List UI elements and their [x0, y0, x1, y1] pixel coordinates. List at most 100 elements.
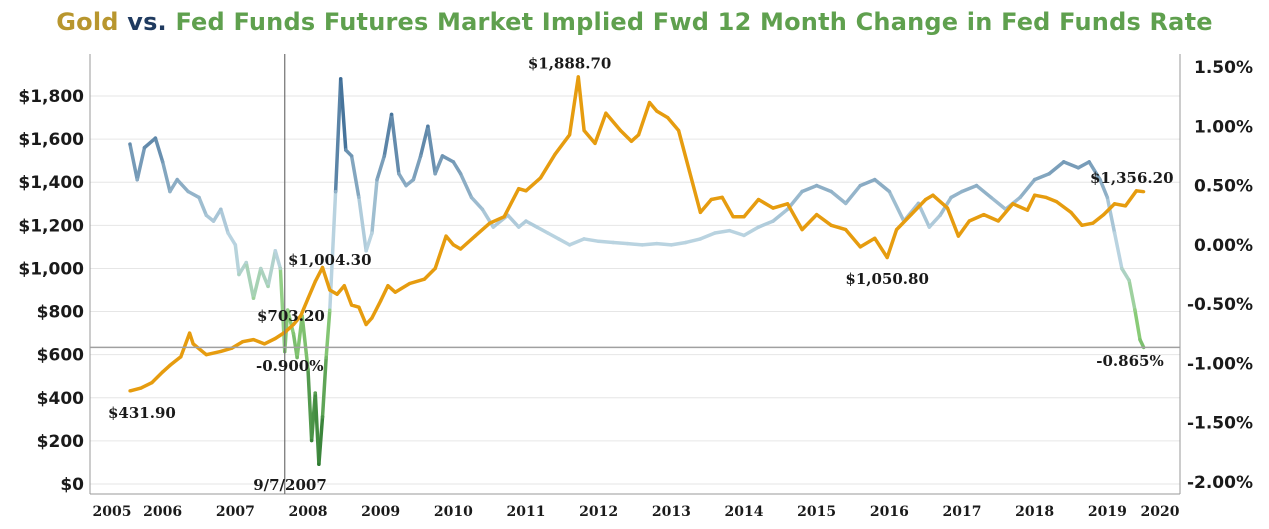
gold-point-89 [1102, 212, 1106, 217]
fed-segment-15 [244, 260, 256, 300]
fed-point-26 [306, 367, 310, 371]
gold-point-60 [731, 215, 735, 219]
x-tick-label: 2005 [93, 504, 132, 520]
fed-segment-64 [611, 240, 630, 246]
fed-segment-77 [800, 183, 819, 194]
gold-point-0 [128, 389, 132, 393]
gold-point-23 [342, 284, 346, 288]
fed-segment-42 [389, 112, 401, 176]
fed-point-90 [974, 183, 979, 188]
fed-point-5 [168, 189, 172, 194]
fed-segment-93 [1018, 177, 1037, 200]
gold-point-31 [408, 281, 412, 286]
fed-segment-57 [524, 219, 539, 229]
gold-point-50 [629, 139, 633, 143]
fed-point-64 [611, 240, 615, 245]
fed-segment-91 [989, 195, 1008, 212]
fed-point-105 [1138, 338, 1142, 342]
fed-point-29 [317, 462, 321, 466]
gold-point-73 [909, 212, 913, 217]
fed-point-9 [204, 213, 208, 217]
reference-lines [90, 54, 1180, 494]
fed-segment-95 [1047, 160, 1066, 176]
gold-point-86 [1069, 210, 1073, 214]
fed-point-19 [273, 249, 277, 253]
x-axis: 2005 2006 2007 2008 2009 2010 2011 2012 2013 2014… [93, 504, 1180, 520]
fed-segment-80 [843, 183, 863, 206]
gold-point-46 [582, 128, 586, 133]
fed-point-99 [1098, 178, 1102, 182]
gold-point-61 [742, 215, 746, 219]
fed-point-83 [887, 189, 891, 194]
gold-point-53 [655, 109, 659, 113]
fed-point-43 [397, 172, 401, 176]
fed-point-97 [1076, 166, 1080, 170]
fed-point-62 [582, 237, 586, 241]
fed-point-74 [756, 225, 761, 229]
y-right-tick-label: 0.50% [1194, 177, 1253, 197]
fed-segment-41 [382, 112, 394, 158]
gold-point-12 [251, 337, 256, 342]
fed-point-2 [142, 146, 147, 150]
fed-segment-86 [927, 213, 942, 229]
fed-point-69 [684, 240, 688, 245]
fed-segment-55 [506, 213, 521, 229]
y-left-tick-label: $1,400 [18, 173, 84, 193]
fed-point-86 [927, 225, 931, 229]
fed-point-61 [568, 243, 572, 247]
fed-point-71 [713, 231, 717, 235]
annotation-label: $1,356.20 [1090, 169, 1174, 187]
fed-segment-34 [338, 77, 348, 152]
fed-point-65 [626, 242, 630, 246]
fed-point-56 [517, 225, 521, 229]
fed-segment-22 [285, 308, 296, 336]
annotations: $431.90 $703.20 -0.900% $1,004.30 9/7/2007 $1… [108, 55, 1174, 494]
fed-point-58 [535, 225, 539, 229]
fed-point-13 [233, 243, 237, 247]
gold-point-4 [168, 363, 172, 368]
fed-segment-69 [684, 237, 703, 245]
fed-segment-83 [887, 189, 906, 223]
gold-point-55 [677, 128, 681, 133]
gold-point-56 [687, 169, 692, 174]
gold-point-87 [1080, 223, 1084, 227]
annotation-label: $703.20 [257, 307, 325, 325]
fed-segment-62 [582, 237, 601, 244]
gold-point-74 [924, 197, 928, 202]
gold-point-49 [618, 128, 623, 133]
gold-point-32 [422, 277, 426, 281]
fed-point-94 [1033, 178, 1037, 182]
gold-point-45 [576, 75, 580, 79]
annotation-label: -0.865% [1096, 352, 1163, 370]
fed-point-100 [1105, 195, 1109, 200]
gold-point-69 [858, 245, 862, 249]
fed-point-87 [938, 213, 942, 217]
gold-point-38 [488, 221, 492, 225]
fed-point-63 [597, 239, 601, 243]
fed-point-73 [742, 233, 746, 237]
plot-frame [89, 54, 1181, 495]
gold-point-43 [553, 152, 557, 156]
fed-point-38 [364, 249, 368, 253]
x-tick-label: 2020 [1141, 504, 1180, 520]
fed-segment-79 [829, 189, 848, 206]
gold-point-92 [1134, 189, 1138, 193]
fed-point-12 [226, 231, 230, 235]
y-left-tick-label: $1,800 [18, 87, 84, 107]
fed-segment-5 [168, 177, 179, 194]
gold-point-37 [473, 234, 477, 238]
gold-point-71 [885, 255, 889, 260]
gold-point-20 [320, 265, 325, 270]
y-left-tick-label: $600 [37, 346, 84, 366]
fed-segment-0 [128, 142, 139, 182]
gold-point-11 [241, 340, 245, 344]
fed-segment-49 [440, 154, 456, 164]
fed-segment-47 [426, 124, 437, 176]
fed-segment-29 [317, 415, 325, 466]
x-tick-label: 2018 [1015, 504, 1054, 520]
fed-point-28 [313, 391, 317, 395]
fed-point-46 [419, 154, 423, 158]
gold-point-70 [873, 236, 877, 240]
gold-point-93 [1142, 190, 1146, 194]
annotation-label: 9/7/2007 [253, 476, 327, 494]
